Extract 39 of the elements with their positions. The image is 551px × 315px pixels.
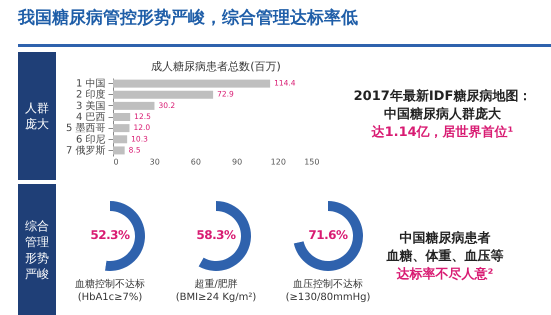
y-tick-label: 7 俄罗斯: [66, 144, 106, 156]
bar: [113, 146, 125, 154]
y-tick-label: 4 巴西: [76, 112, 106, 123]
text: 达1.14亿，居世界首位¹: [370, 124, 514, 142]
x-tick-label: 30: [150, 158, 160, 166]
data-label: 71.6%: [307, 228, 349, 242]
text: 血糖、体重、血压等: [386, 248, 504, 266]
text: 2017年最新IDF糖尿病地图：: [352, 88, 532, 106]
text: 中国糖尿病人群庞大: [383, 106, 502, 124]
text: (HbA1c≥7%): [76, 291, 144, 304]
y-tick-label: 1 中国: [76, 78, 106, 90]
text: 超重/肥胖: [193, 278, 239, 291]
y-tick-label: 5 墨西哥: [66, 123, 106, 134]
y-tick-label: 2 印度: [76, 88, 106, 101]
text: 血压控制不达标: [292, 278, 364, 291]
x-tick-label: 120: [270, 158, 286, 166]
data-label: 52.3%: [89, 228, 131, 242]
x-tick-label: 90: [232, 158, 242, 166]
text: 综合管理形势严峻: [24, 218, 50, 282]
bar: [113, 90, 214, 99]
bar: [113, 124, 130, 132]
text: 血糖控制不达标: [74, 278, 146, 291]
y-tick-label: 6 印尼: [76, 133, 106, 146]
y-tick-label: 3 美国: [76, 100, 106, 112]
x-tick-label: 150: [304, 158, 320, 166]
data-label: 58.3%: [195, 228, 237, 242]
bar: [113, 80, 270, 88]
x-tick-label: 60: [190, 158, 201, 166]
bar: [113, 113, 130, 121]
text: (≥130/80mmHg): [284, 291, 372, 304]
bar: [113, 102, 154, 110]
text: 我国糖尿病管控形势严峻，综合管理达标率低: [18, 7, 358, 29]
text: 中国糖尿病患者: [400, 231, 490, 246]
text: (BMI≥24 Kg/m²): [174, 291, 258, 304]
text: 达标率不尽人意²: [396, 267, 494, 282]
chart-title: 成人糖尿病患者总数(百万): [151, 60, 281, 73]
bar: [113, 135, 128, 144]
text: 人群庞大: [24, 100, 50, 132]
x-tick-label: 0: [114, 158, 119, 166]
